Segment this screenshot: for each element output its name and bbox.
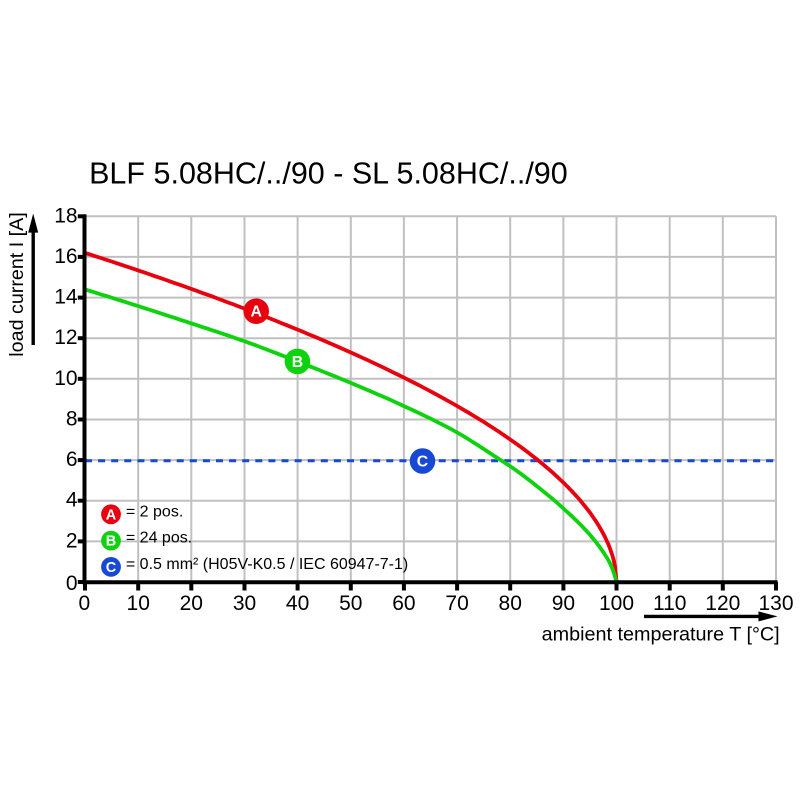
svg-text:60: 60: [392, 592, 415, 615]
svg-text:B: B: [106, 534, 116, 550]
svg-text:18: 18: [54, 204, 77, 227]
svg-text:10: 10: [54, 367, 77, 390]
svg-text:A: A: [250, 304, 261, 321]
svg-text:16: 16: [54, 245, 77, 268]
svg-text:6: 6: [66, 448, 78, 471]
svg-text:BLF 5.08HC/../90 - SL 5.08HC/.: BLF 5.08HC/../90 - SL 5.08HC/../90: [89, 157, 568, 191]
svg-text:8: 8: [66, 408, 78, 431]
svg-text:70: 70: [445, 592, 468, 615]
svg-text:A: A: [106, 507, 117, 523]
svg-text:40: 40: [286, 592, 309, 615]
svg-text:14: 14: [54, 286, 78, 309]
svg-text:12: 12: [54, 326, 77, 349]
svg-text:C: C: [106, 560, 117, 576]
svg-text:80: 80: [499, 592, 522, 615]
svg-text:= 24 pos.: = 24 pos.: [126, 530, 192, 547]
svg-text:130: 130: [758, 592, 793, 615]
svg-text:C: C: [417, 454, 428, 471]
svg-text:90: 90: [552, 592, 575, 615]
svg-text:= 0.5 mm² (H05V-K0.5 / IEC 609: = 0.5 mm² (H05V-K0.5 / IEC 60947-7-1): [126, 556, 408, 573]
svg-text:100: 100: [599, 592, 634, 615]
svg-text:2: 2: [66, 529, 78, 552]
svg-text:0: 0: [78, 592, 90, 615]
svg-text:0: 0: [66, 572, 78, 595]
svg-text:load current I [A]: load current I [A]: [6, 212, 28, 356]
svg-text:10: 10: [127, 592, 150, 615]
svg-text:30: 30: [233, 592, 256, 615]
svg-text:20: 20: [180, 592, 203, 615]
svg-text:110: 110: [653, 592, 686, 615]
svg-text:4: 4: [66, 489, 78, 512]
svg-text:= 2 pos.: = 2 pos.: [126, 503, 183, 520]
svg-text:50: 50: [339, 592, 362, 615]
svg-text:120: 120: [705, 592, 740, 615]
svg-text:ambient temperature T [°C]: ambient temperature T [°C]: [542, 623, 780, 645]
svg-text:B: B: [292, 354, 303, 371]
